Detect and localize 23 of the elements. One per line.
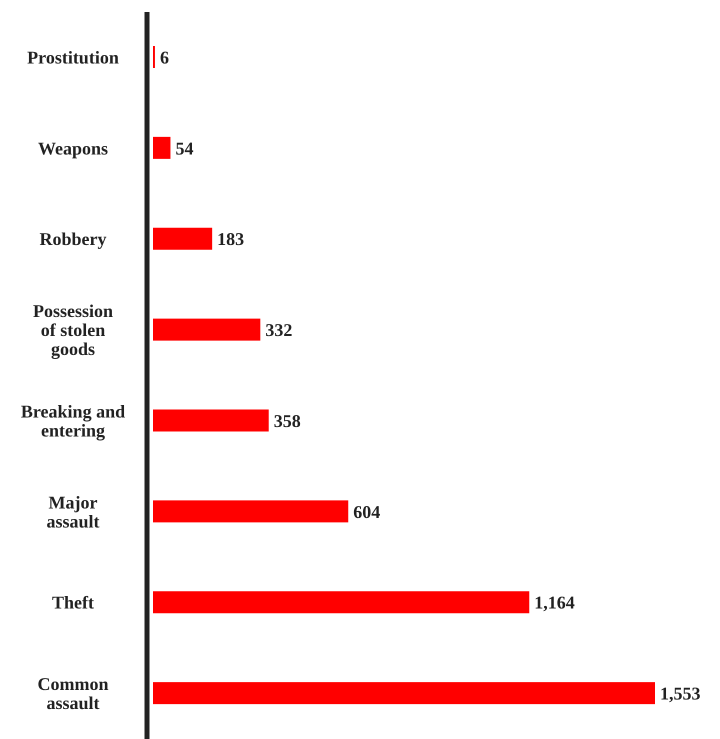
data-label: 332	[265, 320, 292, 340]
data-label: 6	[160, 47, 169, 68]
data-label: 1,164	[534, 592, 575, 613]
data-label: 183	[217, 229, 244, 250]
y-tick-label: Prostitution	[27, 47, 119, 68]
data-label: 1,553	[660, 684, 700, 704]
data-label: 604	[353, 502, 380, 522]
y-tick-label: Breaking and entering	[20, 401, 126, 440]
bar	[153, 410, 269, 432]
y-tick-label: Robbery	[40, 229, 106, 250]
data-label: 54	[175, 138, 194, 158]
data-label: 358	[274, 410, 301, 431]
bar	[153, 682, 655, 704]
y-tick-label: Theft	[52, 592, 94, 613]
y-tick-label: Major assault	[46, 492, 100, 532]
y-tick-label: Common assault	[38, 674, 108, 714]
y-tick-label: Weapons	[38, 138, 108, 158]
bar	[153, 318, 260, 341]
bar	[153, 500, 348, 522]
bar	[153, 591, 530, 614]
y-tick-label: Possession of stolen goods	[32, 301, 114, 360]
bar	[153, 136, 170, 159]
bar	[153, 228, 212, 250]
